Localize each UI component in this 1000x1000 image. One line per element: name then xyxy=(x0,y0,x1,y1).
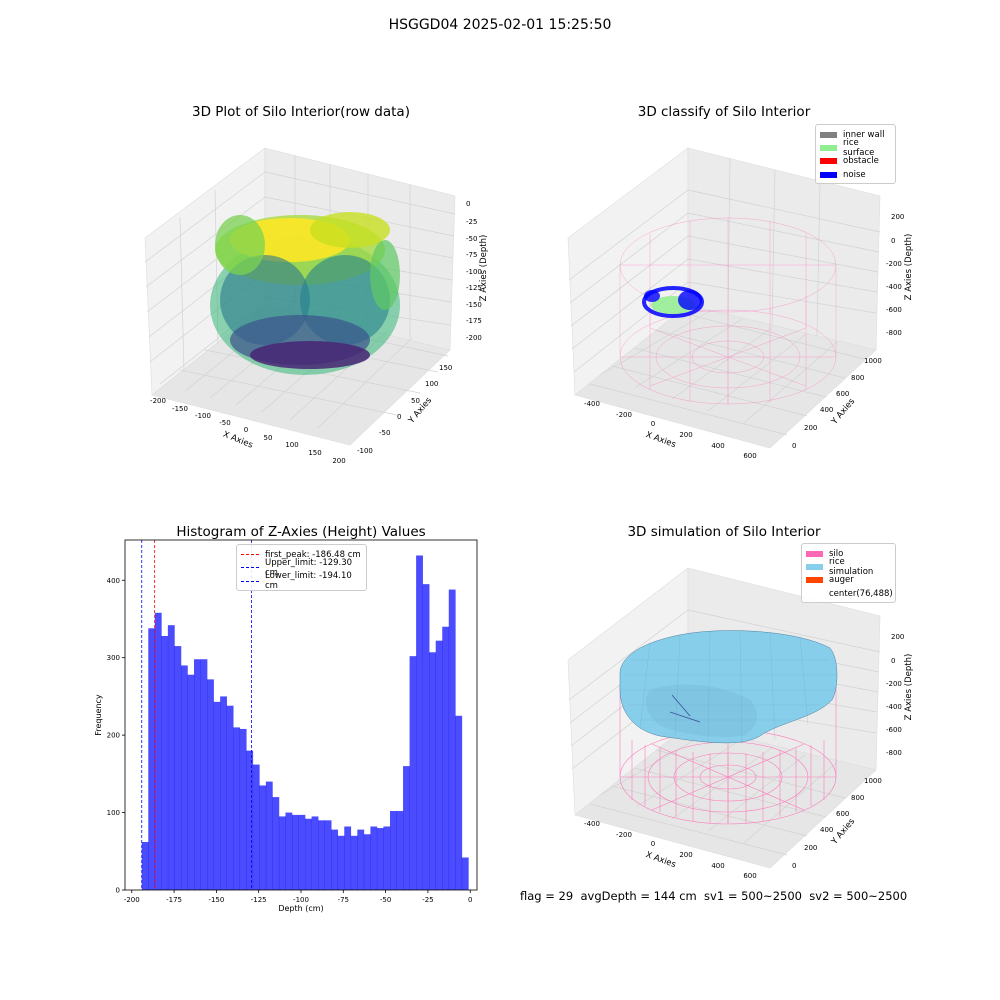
histogram-bar xyxy=(154,612,162,890)
histogram-bar xyxy=(174,646,182,890)
histogram-bar xyxy=(337,835,345,890)
histogram-bar xyxy=(291,814,299,890)
histogram-bar xyxy=(259,785,267,890)
histogram-bar xyxy=(141,841,149,890)
histogram-bar xyxy=(246,750,254,890)
legend-item: rice simulation xyxy=(806,557,891,577)
histogram-bar xyxy=(383,826,391,890)
histogram-bar xyxy=(180,665,188,890)
simulation-legend: silo rice simulation auger center(76,488… xyxy=(801,543,896,604)
histogram-bar xyxy=(161,636,169,890)
histogram-bar xyxy=(285,812,293,890)
legend-item: rice surface xyxy=(820,138,891,158)
histogram-reference-lines xyxy=(141,540,252,890)
histogram-bar xyxy=(167,625,175,890)
histogram-bar xyxy=(376,828,384,890)
histogram-bar xyxy=(278,816,286,890)
x-tick-label: -50 xyxy=(380,896,391,904)
histogram-bars xyxy=(141,555,469,890)
legend-item: auger xyxy=(806,574,891,587)
histogram-xticks: -200 -175 -150 -125 -100 -75 -50 -25 0 xyxy=(124,890,472,904)
status-summary: flag = 29 avgDepth = 144 cm sv1 = 500~25… xyxy=(520,889,908,903)
legend-item: inner wall xyxy=(820,128,891,141)
histogram-bar xyxy=(272,797,280,890)
histogram-bar xyxy=(442,626,450,890)
x-tick-label: 0 xyxy=(468,896,472,904)
figure-title: HSGGD04 2025-02-01 15:25:50 xyxy=(388,17,612,33)
y-tick-label: 100 xyxy=(107,809,120,817)
y-tick-label: 300 xyxy=(107,654,120,662)
histogram-legend: first_peak: -186.48 cm Upper_limit: -129… xyxy=(236,544,367,591)
histogram-bar xyxy=(363,834,371,890)
histogram-title: Histogram of Z-Axies (Height) Values xyxy=(176,524,426,540)
histogram-bar xyxy=(318,820,325,890)
histogram-bar xyxy=(448,589,456,890)
classify-plot-title: 3D classify of Silo Interior xyxy=(637,104,811,120)
histogram-bar xyxy=(148,628,156,890)
x-tick-label: -125 xyxy=(251,896,267,904)
histogram-bar xyxy=(429,652,437,890)
histogram-bar xyxy=(298,814,306,890)
histogram-ylabel: Frequency xyxy=(94,694,103,736)
histogram-bar xyxy=(455,715,463,890)
x-tick-label: -100 xyxy=(293,896,309,904)
raw-plot-title: 3D Plot of Silo Interior(row data) xyxy=(192,104,410,120)
histogram-bar xyxy=(422,584,430,890)
legend-item: noise xyxy=(820,168,891,181)
x-tick-label: -175 xyxy=(166,896,182,904)
histogram-bar xyxy=(389,811,397,890)
legend-item: Lower_limit: -194.10 cm xyxy=(241,571,362,591)
histogram-bar xyxy=(311,816,319,890)
legend-item: Upper_limit: -129.30 cm xyxy=(241,558,362,578)
histogram-bar xyxy=(239,728,247,890)
classify-legend: inner wall rice surface obstacle noise xyxy=(815,124,896,185)
histogram-bar xyxy=(370,826,378,890)
histogram-bar xyxy=(194,659,201,890)
histogram-bar xyxy=(344,826,352,890)
histogram-bar xyxy=(416,555,423,890)
histogram-xlabel: Depth (cm) xyxy=(278,904,323,913)
histogram-bar xyxy=(324,820,332,890)
x-tick-label: -150 xyxy=(208,896,224,904)
histogram-yticks: 0 100 200 300 400 xyxy=(107,577,125,895)
histogram-bar xyxy=(396,811,404,890)
legend-item: center(76,488) xyxy=(829,588,893,599)
legend-item: first_peak: -186.48 cm xyxy=(241,548,362,561)
histogram-bar xyxy=(220,696,227,890)
histogram-bar xyxy=(435,640,443,890)
histogram-bar xyxy=(331,829,339,890)
histogram-bar xyxy=(357,829,365,890)
y-tick-label: 0 xyxy=(116,887,120,895)
x-tick-label: -75 xyxy=(338,896,349,904)
histogram-bar xyxy=(305,818,312,890)
histogram-bar xyxy=(403,766,410,890)
histogram-bar xyxy=(461,857,469,890)
histogram-bar xyxy=(226,705,234,890)
y-tick-label: 400 xyxy=(107,577,120,585)
histogram-bar xyxy=(265,781,273,890)
simulation-plot-title: 3D simulation of Silo Interior xyxy=(627,524,821,540)
histogram-bar xyxy=(207,679,214,890)
y-tick-label: 200 xyxy=(107,732,120,740)
histogram-bar xyxy=(233,727,241,890)
histogram-bar xyxy=(187,674,195,890)
histogram-bar xyxy=(213,701,221,890)
legend-item: silo xyxy=(806,547,891,560)
histogram-bar xyxy=(409,656,417,890)
x-tick-label: -200 xyxy=(124,896,140,904)
x-tick-label: -25 xyxy=(422,896,433,904)
histogram-bar xyxy=(252,764,260,890)
legend-item: obstacle xyxy=(820,155,891,168)
histogram-bar xyxy=(200,659,208,890)
histogram-bar xyxy=(350,835,358,890)
